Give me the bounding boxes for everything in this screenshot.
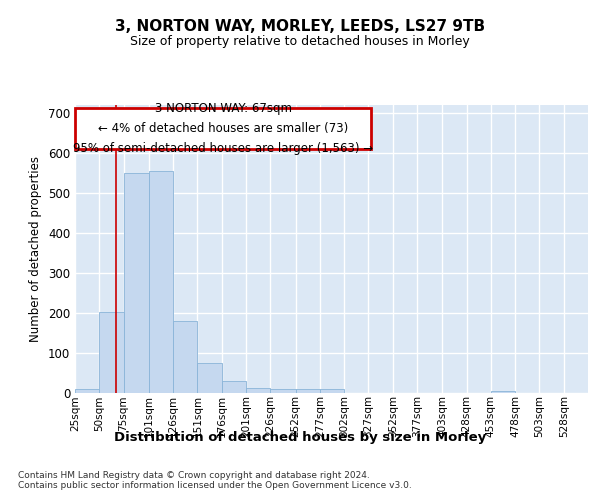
- Bar: [149, 172, 173, 392]
- Bar: [124, 174, 149, 392]
- Bar: [222, 380, 246, 392]
- Bar: [197, 362, 222, 392]
- Bar: [246, 388, 270, 392]
- Text: Contains HM Land Registry data © Crown copyright and database right 2024.
Contai: Contains HM Land Registry data © Crown c…: [18, 471, 412, 490]
- Bar: [296, 388, 320, 392]
- Bar: [491, 390, 515, 392]
- Bar: [75, 388, 99, 392]
- FancyBboxPatch shape: [75, 108, 371, 149]
- Y-axis label: Number of detached properties: Number of detached properties: [29, 156, 43, 342]
- Bar: [173, 322, 197, 392]
- Text: 3, NORTON WAY, MORLEY, LEEDS, LS27 9TB: 3, NORTON WAY, MORLEY, LEEDS, LS27 9TB: [115, 19, 485, 34]
- Bar: [270, 388, 296, 392]
- Bar: [320, 388, 344, 392]
- Text: 3 NORTON WAY: 67sqm
← 4% of detached houses are smaller (73)
95% of semi-detache: 3 NORTON WAY: 67sqm ← 4% of detached hou…: [73, 102, 373, 155]
- Bar: [99, 312, 124, 392]
- Text: Distribution of detached houses by size in Morley: Distribution of detached houses by size …: [114, 431, 486, 444]
- Text: Size of property relative to detached houses in Morley: Size of property relative to detached ho…: [130, 35, 470, 48]
